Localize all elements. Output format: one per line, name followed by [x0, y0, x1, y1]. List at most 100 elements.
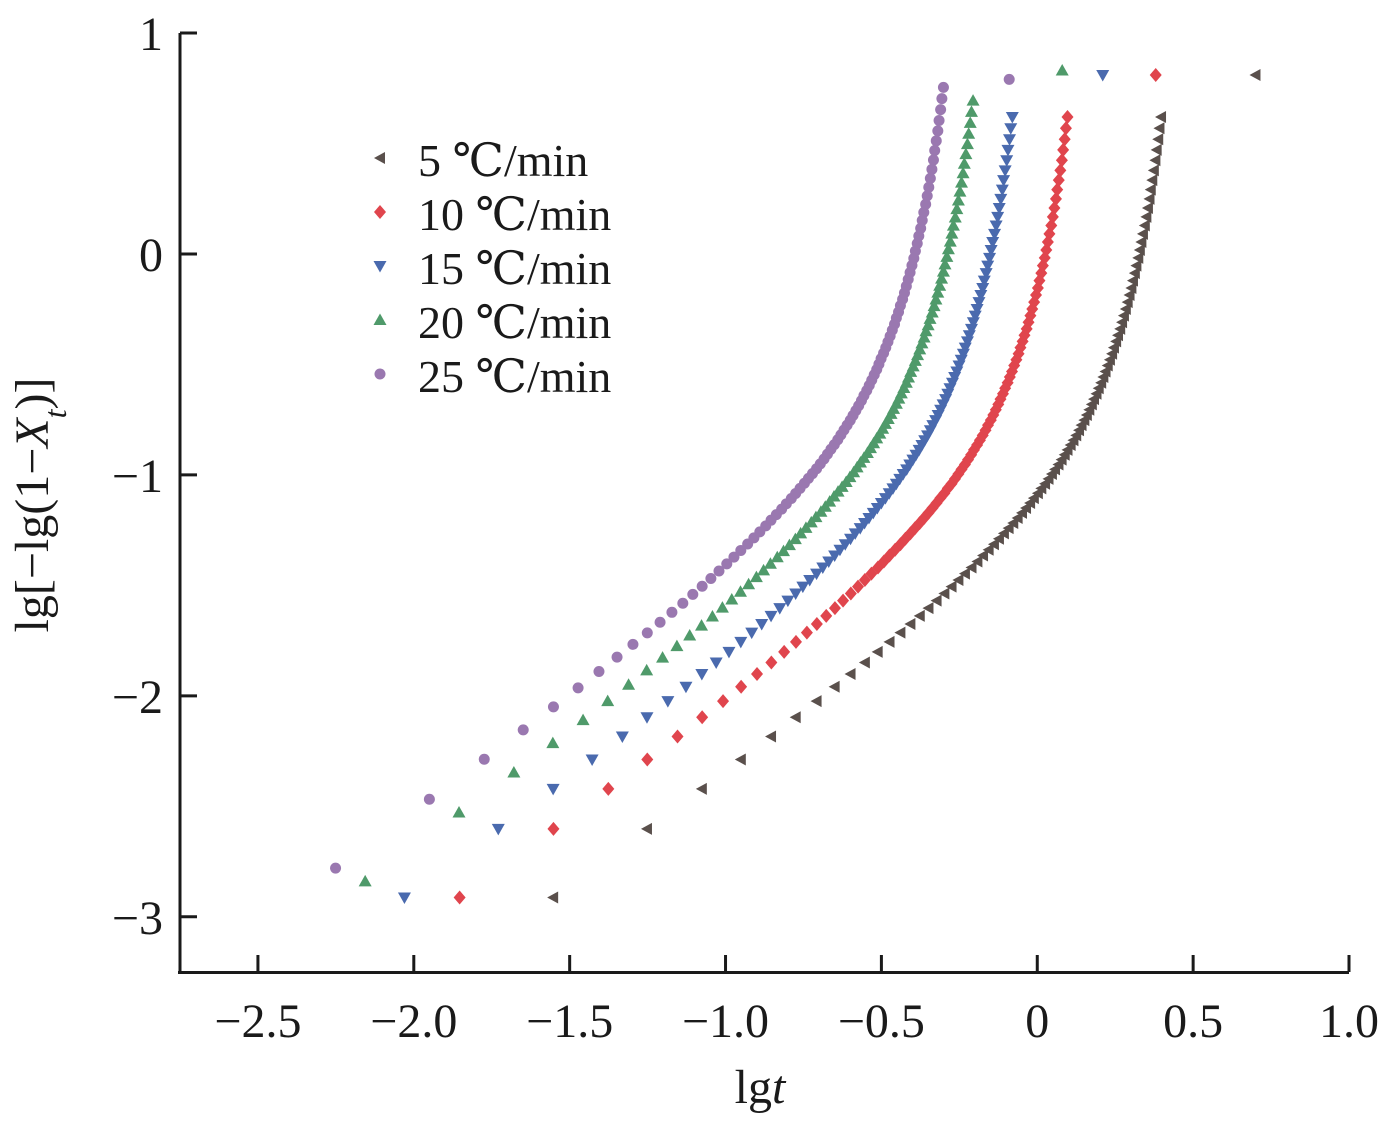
data-point: [679, 681, 693, 694]
data-point: [721, 558, 733, 570]
data-point: [627, 638, 639, 650]
data-point: [930, 594, 942, 607]
data-point: [816, 562, 830, 574]
x-tick-label: −1.0: [682, 995, 769, 1048]
data-point: [883, 635, 895, 648]
data-point: [921, 190, 933, 202]
data-point: [1155, 110, 1167, 123]
data-point: [763, 557, 777, 569]
data-point: [615, 731, 629, 743]
data-point: [982, 543, 994, 556]
data-point: [977, 275, 991, 288]
data-point: [546, 736, 560, 749]
data-point: [955, 176, 969, 188]
data-point: [789, 588, 803, 601]
data-point: [800, 625, 813, 640]
data-point: [1150, 143, 1162, 156]
data-point: [919, 324, 933, 337]
data-point: [695, 619, 709, 631]
data-point: [517, 724, 529, 736]
data-point: [782, 538, 796, 551]
data-point: [810, 617, 823, 632]
y-tick-label: −3: [112, 892, 163, 945]
data-point: [1054, 163, 1067, 178]
data-point: [923, 312, 937, 324]
x-axis-label: lgt: [735, 1061, 787, 1114]
legend-label: 10 ℃/min: [418, 189, 611, 240]
data-point: [695, 782, 707, 795]
data-point: [1133, 243, 1145, 256]
y-tick-label: 1: [139, 8, 163, 61]
data-point: [810, 695, 822, 708]
data-point: [1123, 289, 1135, 302]
data-point: [871, 645, 883, 658]
data-point: [572, 682, 584, 694]
data-point: [948, 210, 962, 223]
data-point: [945, 580, 957, 593]
data-point: [933, 114, 945, 126]
data-point: [765, 730, 777, 743]
data-point: [929, 145, 941, 157]
data-point: [960, 137, 974, 150]
data-point: [994, 193, 1008, 206]
data-point: [670, 639, 684, 652]
data-point: [960, 336, 974, 348]
data-point: [974, 290, 988, 302]
data-point: [852, 579, 865, 594]
data-point: [1125, 281, 1137, 294]
data-point: [576, 713, 590, 726]
data-point: [1119, 302, 1131, 315]
data-point: [397, 892, 411, 905]
legend-label: 5 ℃/min: [418, 135, 588, 186]
data-point: [749, 570, 763, 583]
data-point: [991, 211, 1005, 224]
x-tick-label: 1.0: [1319, 995, 1379, 1048]
data-point: [547, 701, 559, 713]
data-point: [713, 565, 725, 577]
data-point: [970, 303, 984, 316]
data-point: [972, 297, 986, 309]
data-point: [546, 783, 560, 796]
data-point: [923, 181, 935, 193]
data-point: [981, 260, 995, 273]
data-point: [725, 592, 739, 605]
data-point: [1136, 227, 1148, 240]
data-point: [935, 272, 949, 284]
y-axis-label: lg[−lg(1−Xt)]: [6, 378, 73, 633]
data-point: [995, 184, 1009, 197]
data-point: [858, 656, 870, 669]
data-point: [957, 157, 971, 169]
data-point: [734, 753, 746, 766]
legend-item: 25 ℃/min: [374, 351, 611, 402]
x-tick-label: −1.5: [526, 995, 613, 1048]
data-point: [661, 696, 675, 708]
data-point: [920, 198, 932, 210]
data-point: [778, 644, 791, 659]
data-point: [585, 754, 599, 766]
data-point: [1014, 340, 1027, 355]
legend-item: 20 ℃/min: [373, 297, 611, 348]
data-point: [1126, 274, 1138, 287]
data-point: [696, 580, 708, 592]
x-tick-label: −2.0: [370, 995, 457, 1048]
data-point: [715, 601, 729, 613]
data-point: [1144, 183, 1156, 196]
data-point: [1149, 154, 1161, 167]
series-2: [453, 67, 1162, 905]
data-point: [992, 532, 1004, 545]
data-point: [641, 752, 654, 767]
data-point: [977, 549, 989, 562]
data-point: [935, 104, 947, 116]
data-point: [922, 602, 934, 615]
data-point: [683, 629, 697, 641]
data-point: [1147, 164, 1159, 177]
data-point: [997, 527, 1009, 540]
legend-marker: [373, 261, 387, 273]
data-point: [764, 610, 778, 623]
data-point: [789, 634, 802, 649]
data-point: [992, 202, 1006, 215]
data-point: [1051, 182, 1064, 197]
data-point: [964, 105, 978, 117]
data-point: [953, 185, 967, 197]
data-point: [950, 202, 964, 215]
